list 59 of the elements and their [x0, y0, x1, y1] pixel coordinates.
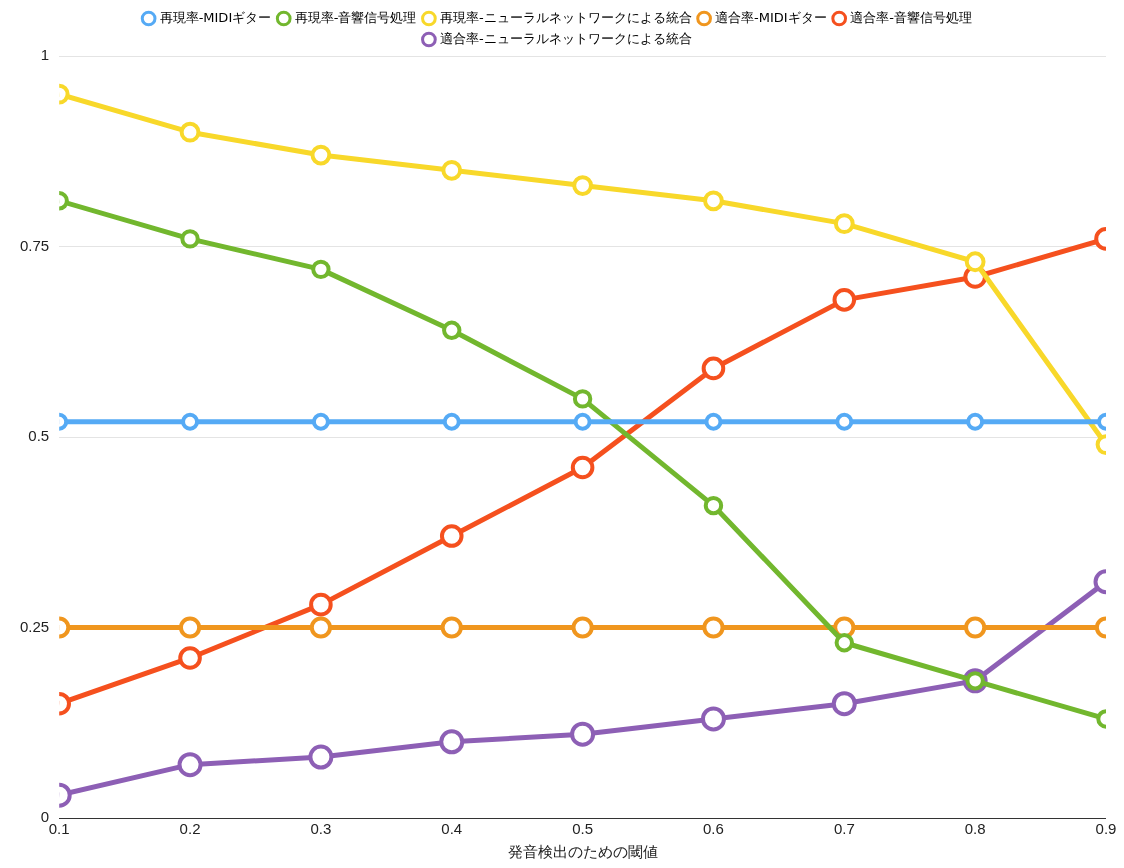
point — [702, 616, 725, 639]
point — [701, 356, 726, 381]
point — [308, 744, 334, 770]
point — [442, 320, 462, 341]
point — [964, 616, 987, 639]
y-tick-label: 0.75 — [19, 236, 50, 254]
y-tick-label: 0.5 — [28, 427, 50, 445]
point — [831, 691, 857, 717]
point — [439, 729, 465, 755]
x-tick-label: 0.9 — [1095, 820, 1117, 838]
point — [964, 251, 986, 273]
x-tick-label: 0.7 — [833, 820, 855, 838]
point — [309, 592, 333, 617]
x-tick-label: 0.2 — [179, 820, 201, 838]
y-tick-label: 0.25 — [19, 617, 50, 635]
point — [833, 213, 855, 235]
point — [311, 259, 331, 280]
point — [572, 175, 593, 196]
point — [832, 288, 857, 312]
x-tick-label: 0.1 — [48, 820, 70, 838]
point — [440, 616, 463, 639]
point — [311, 412, 330, 431]
point — [571, 616, 594, 639]
point — [834, 633, 854, 653]
legend-label: 再現率-MIDIギター — [159, 9, 272, 25]
point — [704, 412, 723, 431]
point — [180, 229, 200, 249]
point — [439, 524, 464, 548]
point — [179, 121, 201, 143]
y-tick-label: 1 — [40, 46, 50, 64]
point — [835, 412, 854, 431]
x-tick-label: 0.5 — [572, 820, 594, 838]
point — [573, 412, 592, 431]
point — [181, 412, 200, 431]
x-tick-label: 0.4 — [441, 820, 463, 838]
point — [572, 389, 593, 409]
point — [310, 144, 332, 166]
point — [178, 646, 202, 670]
legend-label: 再現率-音響信号処理 — [294, 9, 417, 25]
point — [178, 616, 202, 639]
point — [442, 412, 461, 431]
point — [703, 190, 724, 212]
point — [700, 706, 726, 732]
point — [703, 495, 724, 516]
point — [966, 412, 985, 431]
legend-label: 適合率-MIDIギター — [715, 9, 827, 25]
point — [177, 752, 203, 778]
legend-label: 適合率-音響信号処理 — [850, 9, 972, 25]
x-axis-title: 発音検出のための閾値 — [507, 842, 658, 861]
y-tick-label: 0 — [40, 808, 50, 826]
point — [309, 616, 332, 639]
x-tick-label: 0.8 — [964, 820, 986, 838]
x-tick-label: 0.6 — [703, 820, 724, 838]
point — [570, 721, 596, 747]
point — [441, 159, 463, 181]
legend-label: 適合率-ニューラルネットワークによる統合 — [439, 30, 692, 46]
point — [570, 455, 595, 480]
x-tick-label: 0.3 — [310, 820, 332, 838]
legend-label: 再現率-ニューラルネットワークによる統合 — [439, 9, 692, 25]
